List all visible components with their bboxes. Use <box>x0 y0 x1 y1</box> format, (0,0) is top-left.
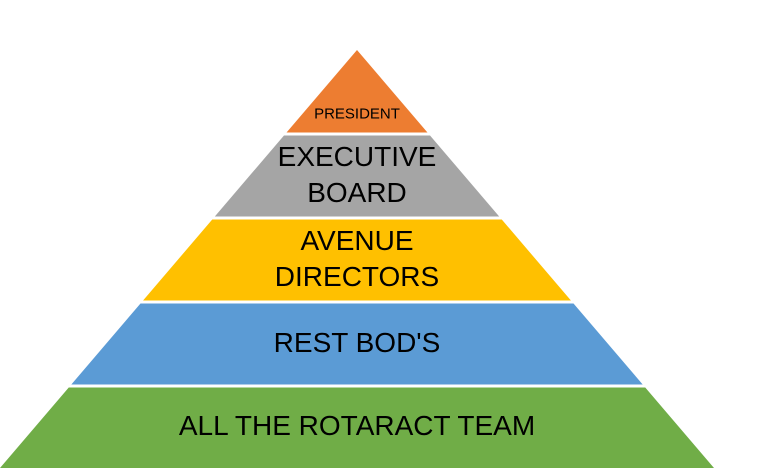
pyramid-level-avenue-directors: AVENUE DIRECTORS <box>143 219 571 301</box>
pyramid-label-rotaract-team-line-1: ALL THE ROTARACT TEAM <box>179 410 535 441</box>
pyramid-level-rotaract-team: ALL THE ROTARACT TEAM <box>0 387 714 468</box>
pyramid-level-president: PRESIDENT <box>286 50 428 133</box>
pyramid-label-executive-board-line-2: BOARD <box>307 177 407 208</box>
pyramid-label-president-line-1: PRESIDENT <box>314 105 400 122</box>
pyramid-band-avenue-directors <box>143 219 571 301</box>
pyramid-label-rest-bods-line-1: REST BOD'S <box>274 327 441 358</box>
pyramid-band-executive-board <box>214 135 500 217</box>
pyramid-band-rest-bods <box>71 303 643 385</box>
pyramid-band-rotaract-team <box>0 387 714 468</box>
pyramid-label-avenue-directors-line-2: DIRECTORS <box>275 261 439 292</box>
pyramid-level-executive-board: EXECUTIVE BOARD <box>214 135 500 217</box>
pyramid-label-avenue-directors-line-1: AVENUE <box>300 225 413 256</box>
pyramid-level-rest-bods: REST BOD'S <box>71 303 643 385</box>
pyramid-band-president <box>286 50 428 133</box>
pyramid-label-executive-board-line-1: EXECUTIVE <box>278 141 437 172</box>
